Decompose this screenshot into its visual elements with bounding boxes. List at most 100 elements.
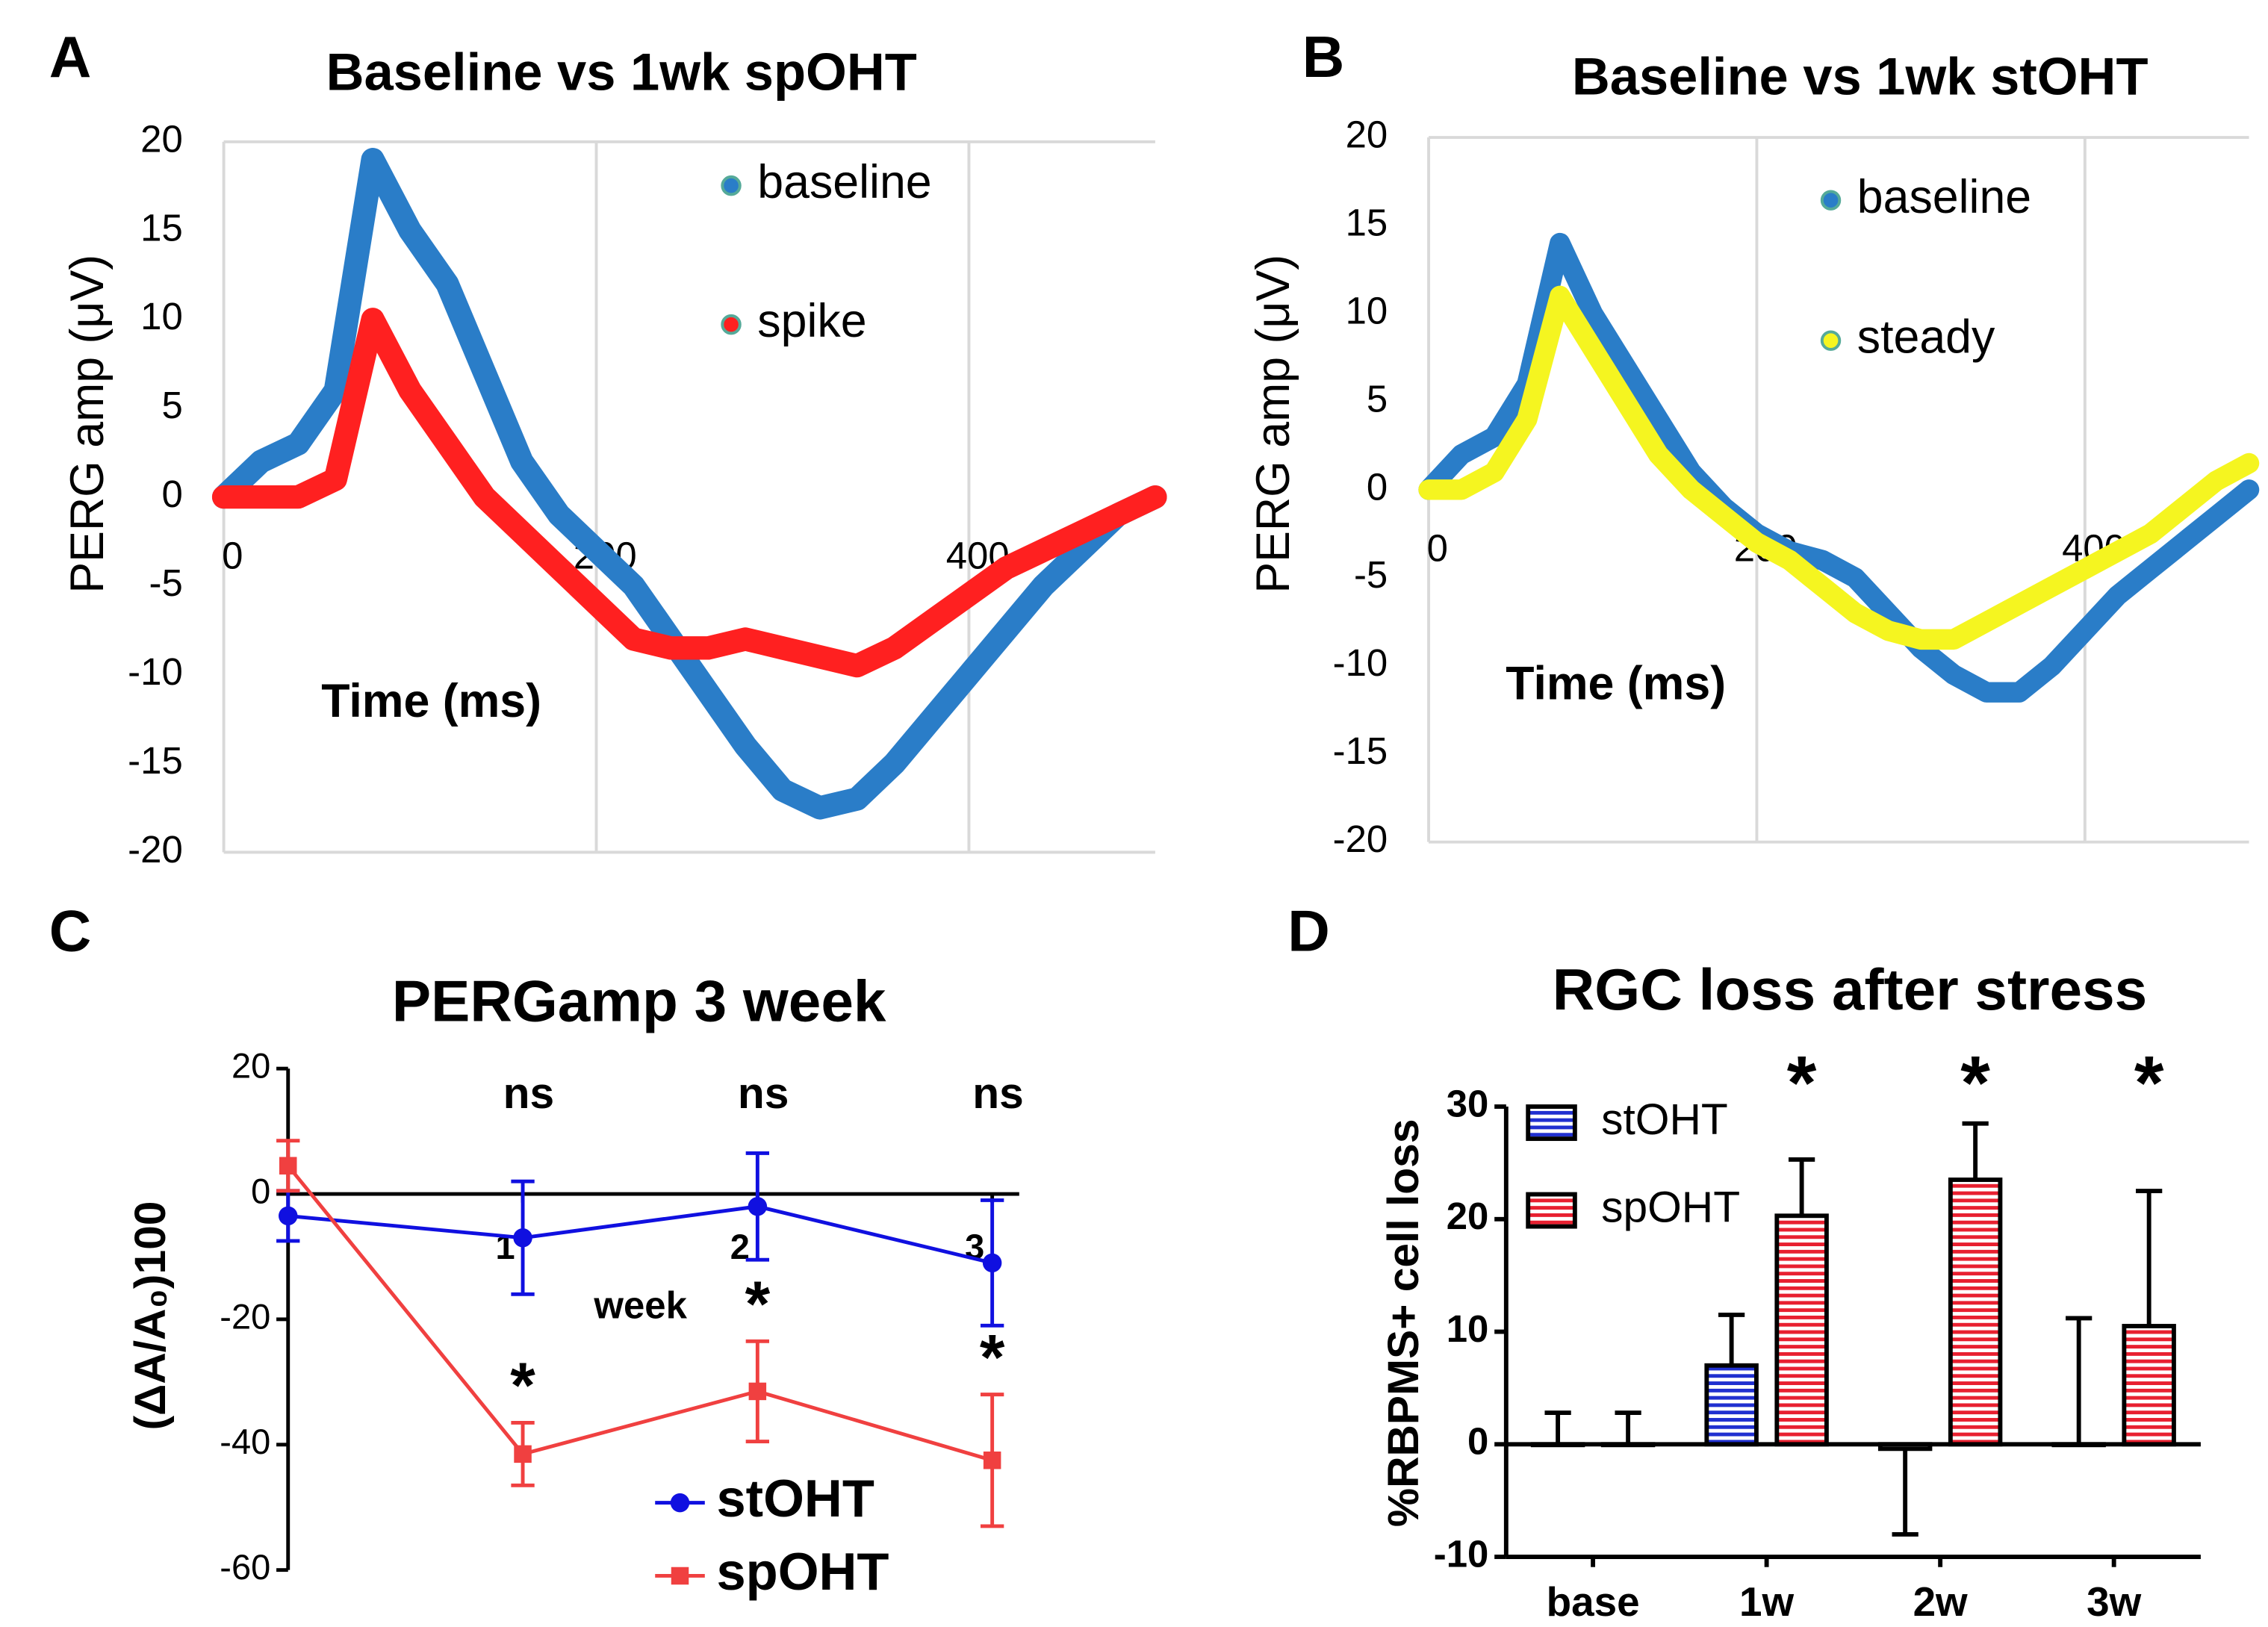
y-tick-label: -10	[1333, 641, 1388, 684]
chart-title: Baseline vs 1wk spOHT	[326, 42, 917, 101]
x-tick-label: 2w	[1913, 1578, 1968, 1625]
x-tick-label: 3w	[2087, 1578, 2141, 1625]
series-band	[211, 308, 1167, 678]
x-tick-label: 0	[1427, 527, 1448, 570]
error-bar	[1544, 1410, 1571, 1445]
y-tick-label: -10	[1434, 1532, 1489, 1575]
panel-label: C	[49, 898, 92, 964]
legend-label: baseline	[757, 156, 931, 208]
legend-label: stOHT	[716, 1469, 874, 1528]
legend-label: spOHT	[716, 1542, 889, 1601]
data-point	[514, 1445, 532, 1463]
series-band	[1418, 232, 2260, 703]
bar	[1530, 1442, 1585, 1448]
y-tick-label: 0	[1367, 465, 1388, 508]
y-tick-label: 5	[1367, 377, 1388, 420]
data-point	[982, 1253, 1002, 1273]
x-tick-label: 0	[222, 534, 243, 576]
data-point	[279, 1206, 298, 1226]
legend-label: steady	[1857, 311, 1995, 364]
data-point	[279, 1157, 297, 1175]
annotation: *	[510, 1350, 535, 1422]
y-tick-label: 10	[140, 295, 183, 337]
y-axis-title: PERG amp (μV)	[61, 255, 114, 594]
y-tick-label: -20	[1333, 818, 1388, 860]
y-tick-label: 20	[140, 117, 183, 160]
legend-label: stOHT	[1601, 1095, 1728, 1144]
bar	[1877, 1442, 1933, 1452]
x-tick-label: 1w	[1739, 1578, 1794, 1625]
y-tick-label: -60	[220, 1547, 270, 1587]
y-tick-label: 15	[1346, 201, 1388, 243]
error-bar	[2066, 1316, 2093, 1445]
error-bar	[1962, 1121, 1989, 1180]
y-axis-title: PERG amp (μV)	[1247, 255, 1299, 594]
annotation: *	[745, 1269, 771, 1340]
bar	[2051, 1442, 2106, 1448]
data-point	[983, 1452, 1001, 1469]
error-bar	[1718, 1312, 1745, 1366]
y-tick-label: 0	[251, 1171, 270, 1210]
annotation: *	[2134, 1040, 2164, 1125]
annotation: ns	[738, 1069, 789, 1118]
y-tick-label: -20	[128, 828, 183, 871]
data-point	[513, 1228, 532, 1248]
bar	[2122, 1324, 2176, 1447]
error-bar	[1892, 1449, 1919, 1537]
y-tick-label: -10	[128, 650, 183, 693]
legend-swatch	[1526, 1104, 1577, 1142]
series-band	[1418, 285, 2260, 650]
bar	[1948, 1178, 2003, 1447]
y-tick-label: 10	[1447, 1307, 1489, 1350]
y-tick-label: 30	[1447, 1082, 1489, 1124]
annotation: ns	[503, 1069, 555, 1118]
legend-marker	[1820, 330, 1842, 351]
y-tick-label: -15	[1333, 729, 1388, 772]
y-tick-label: 15	[140, 206, 183, 249]
y-axis-title: %RBPMS+ cell loss	[1379, 1119, 1428, 1527]
y-tick-label: 0	[1467, 1420, 1488, 1463]
x-axis-title: Time (ms)	[1506, 658, 1726, 710]
legend-marker	[670, 1493, 690, 1513]
annotation: *	[1960, 1040, 1990, 1125]
bar	[1774, 1213, 1829, 1447]
panel-label: D	[1287, 898, 1330, 964]
legend-marker	[721, 175, 742, 196]
annotation: *	[980, 1322, 1005, 1393]
legend-marker	[671, 1567, 689, 1585]
annotation: ns	[972, 1069, 1024, 1118]
legend-swatch	[1526, 1192, 1577, 1229]
x-axis-title: Time (ms)	[321, 675, 541, 727]
legend-marker	[1820, 190, 1842, 211]
error-bar	[1789, 1157, 1815, 1216]
y-tick-label: -5	[149, 561, 183, 604]
series-band	[211, 148, 1167, 820]
y-tick-label: -5	[1354, 553, 1388, 596]
bar	[1600, 1442, 1656, 1448]
error-bar	[2136, 1189, 2163, 1326]
y-axis-title: (ΔA/A₀)100	[126, 1201, 175, 1431]
y-tick-label: 5	[161, 384, 182, 426]
y-tick-label: 20	[1346, 113, 1388, 155]
data-point	[748, 1197, 768, 1216]
y-tick-label: -40	[220, 1422, 270, 1461]
legend-marker	[721, 314, 742, 335]
y-tick-label: 0	[161, 473, 182, 515]
panel-label: A	[49, 24, 92, 90]
error-bar	[1615, 1410, 1641, 1445]
y-tick-label: 10	[1346, 289, 1388, 332]
legend-label: spike	[757, 295, 866, 347]
annotation: *	[1787, 1040, 1817, 1125]
y-tick-label: 20	[232, 1046, 270, 1086]
chart-title: PERGamp 3 week	[392, 968, 886, 1034]
y-tick-label: 20	[1447, 1195, 1489, 1237]
x-axis-title: week	[593, 1284, 687, 1327]
panel-label: B	[1302, 24, 1345, 90]
legend-label: spOHT	[1601, 1183, 1740, 1232]
y-tick-label: -20	[220, 1296, 270, 1336]
data-point	[748, 1382, 767, 1401]
series-line	[286, 1164, 993, 1463]
chart-title: RGC loss after stress	[1553, 956, 2147, 1022]
